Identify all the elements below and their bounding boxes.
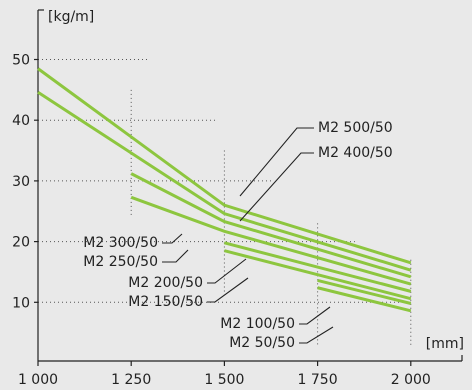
series-line (130, 195, 412, 286)
y-axis-label: [kg/m] (48, 9, 94, 25)
y-tick-label: 30 (12, 174, 30, 190)
series-label-leader (239, 152, 314, 222)
series-label-leader (162, 249, 189, 263)
y-tick-label: 20 (12, 235, 30, 251)
series-line (37, 91, 412, 272)
tick-labels: 10 20 30 40 50 1 000 1 250 1 500 1 750 2 000 (12, 53, 431, 389)
series-labels: M2 500/50 M2 400/50 M2 300/50 M2 250/50 M2 2… (83, 120, 392, 351)
series-label-leader (207, 277, 249, 303)
x-tick-label: 1 500 (204, 372, 244, 388)
series-label-leader (299, 326, 334, 344)
series-line (37, 67, 412, 265)
leader-lines (162, 127, 334, 344)
series-label: M2 400/50 (318, 145, 393, 161)
series-label-leader (299, 306, 331, 325)
series-line (224, 241, 412, 293)
y-tick-label: 50 (12, 53, 30, 69)
x-axis-label: [mm] (426, 336, 464, 352)
series-line (130, 172, 412, 279)
y-tick-label: 10 (12, 295, 30, 311)
x-tick-label: 2 000 (391, 372, 431, 388)
series-line (317, 286, 412, 313)
series-label: M2 250/50 (83, 254, 158, 270)
series-label-leader (239, 127, 314, 197)
series-label: M2 300/50 (83, 235, 158, 251)
y-tick-label: 40 (12, 113, 30, 129)
grid-lines (38, 59, 412, 345)
series-label: M2 50/50 (229, 335, 295, 351)
series-label-leader (207, 258, 247, 284)
series-label: M2 100/50 (220, 316, 295, 332)
series-label-leader (162, 233, 183, 244)
x-tick-label: 1 250 (111, 372, 151, 388)
series-label: M2 150/50 (128, 294, 203, 310)
series-lines (37, 67, 412, 313)
series-label: M2 200/50 (128, 275, 203, 291)
series-line (317, 278, 412, 305)
series-line (224, 249, 412, 301)
x-tick-label: 1 000 (18, 372, 58, 388)
x-tick-label: 1 750 (298, 372, 338, 388)
series-label: M2 500/50 (318, 120, 393, 136)
